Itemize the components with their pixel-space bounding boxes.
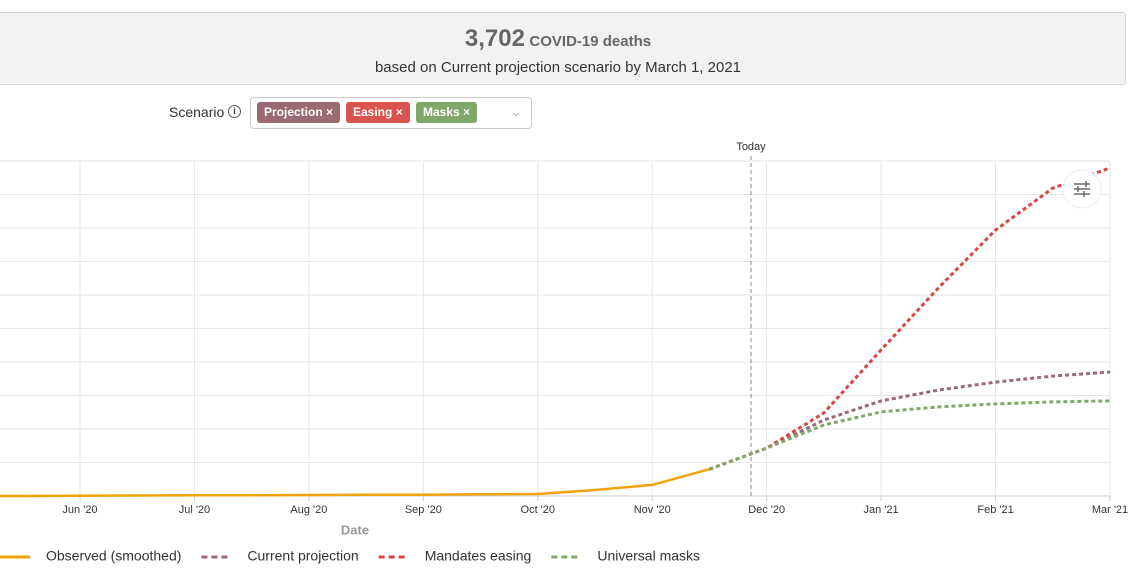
info-icon[interactable]: i — [228, 105, 241, 118]
scenario-chip[interactable]: Easing × — [346, 102, 410, 123]
dropdown-caret[interactable]: ⌄ — [510, 105, 521, 119]
x-tick-label: Sep '20 — [405, 504, 442, 516]
scenario-chip[interactable]: Masks × — [416, 102, 478, 123]
chip-remove[interactable]: × — [392, 105, 403, 119]
x-axis-title: Date — [341, 522, 369, 537]
legend-label: Universal masks — [597, 548, 700, 564]
summary-subtitle: based on Current projection scenario by … — [374, 59, 742, 76]
chip-remove[interactable]: × — [459, 105, 471, 119]
x-tick-label: Jun '20 — [62, 504, 97, 516]
today-label: Today — [736, 141, 766, 153]
series-line — [0, 467, 710, 498]
chip-remove[interactable]: × — [322, 105, 334, 119]
x-tick-label: Feb '21 — [977, 504, 1013, 516]
grid — [0, 160, 1111, 501]
series-line — [708, 166, 1111, 471]
x-tick-label: Mar '21 — [1092, 504, 1128, 516]
x-tick-label: Jan '21 — [864, 504, 899, 516]
lines — [0, 166, 1111, 498]
chip-text: Masks — [423, 105, 460, 119]
legend-label: Mandates easing — [425, 548, 532, 564]
x-tick-label: Aug '20 — [290, 504, 327, 516]
series-line — [708, 399, 1111, 471]
death-count: 3,702 — [464, 25, 525, 52]
x-tick-label: Nov '20 — [634, 504, 671, 516]
x-tick-label: Oct '20 — [521, 504, 556, 516]
chip-text: Easing — [353, 105, 393, 119]
x-tick-label: Dec '20 — [748, 504, 785, 516]
scenario-chip[interactable]: Projection × — [257, 102, 341, 123]
death-unit: COVID-19 deaths — [529, 33, 652, 50]
chip-text: Projection — [264, 105, 323, 119]
settings-icon[interactable] — [1074, 181, 1090, 197]
scenario-label: Scenario — [169, 104, 225, 120]
legend-label: Observed (smoothed) — [46, 548, 181, 564]
series-line — [708, 370, 1111, 471]
summary-box: 3,702 COVID-19 deaths based on Current p… — [0, 12, 1126, 85]
legend-label: Current projection — [247, 548, 358, 564]
x-tick-label: Jul '20 — [179, 504, 210, 516]
scenario-select[interactable]: ⌄ Projection × Easing × Masks × — [250, 97, 532, 129]
summary-line: 3,702 COVID-19 deaths — [0, 25, 1125, 53]
